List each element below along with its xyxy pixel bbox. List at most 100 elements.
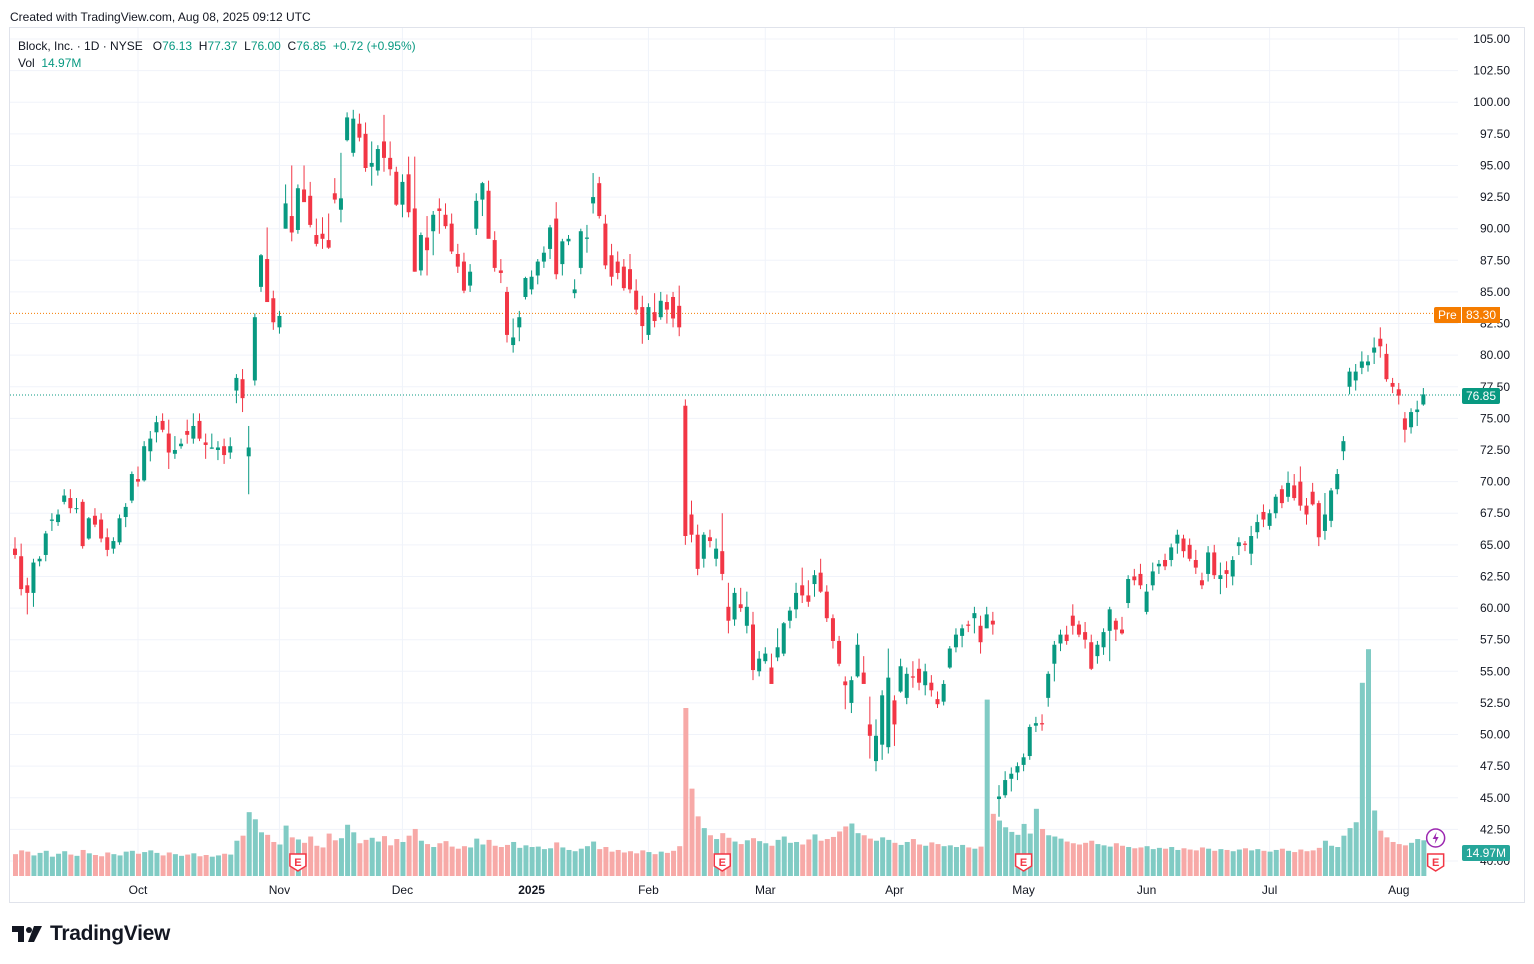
time-tick-label: Oct: [129, 883, 148, 897]
candle: [621, 259, 626, 291]
volume-bar: [511, 841, 517, 876]
candle: [966, 620, 971, 633]
candle-body: [1230, 560, 1235, 577]
candle-body: [1372, 347, 1377, 353]
candle: [1372, 337, 1377, 365]
candle: [1027, 724, 1032, 760]
candle: [160, 413, 165, 433]
candle: [572, 279, 577, 299]
volume-bar: [1273, 849, 1279, 876]
candle: [689, 500, 694, 543]
volume-bar: [787, 842, 793, 876]
candle-body: [31, 562, 36, 593]
candle: [222, 438, 227, 464]
candle-body: [1040, 723, 1045, 725]
volume-bar: [615, 849, 621, 876]
candle-body: [800, 585, 805, 596]
candle-body: [701, 534, 706, 559]
time-axis: Oct Nov Dec 2025 Feb Mar Apr May Jun Jul Aug: [129, 883, 1410, 897]
candle: [13, 537, 17, 559]
candle-body: [849, 680, 854, 703]
candle: [1033, 716, 1038, 733]
volume-bar: [1163, 848, 1169, 876]
candle: [302, 165, 307, 203]
volume-bar: [185, 854, 191, 876]
candle: [480, 181, 485, 217]
candle-body: [1366, 361, 1370, 366]
candle-body: [904, 673, 909, 698]
candle-body: [1015, 766, 1020, 773]
low-value: 76.00: [250, 39, 281, 53]
candle-body: [664, 302, 669, 310]
time-tick-label: Jul: [1262, 883, 1277, 897]
candle-body: [517, 317, 522, 328]
candle: [172, 436, 177, 459]
volume-bar: [277, 844, 283, 876]
candle: [80, 499, 85, 549]
chart-frame[interactable]: [9, 27, 1525, 903]
volume-bar: [640, 850, 646, 876]
candle: [375, 145, 380, 176]
candle-body: [468, 271, 473, 286]
volume-bar: [1366, 649, 1371, 876]
candle-body: [1279, 489, 1284, 504]
volume-bar: [960, 844, 966, 876]
candle-body: [1193, 560, 1198, 568]
candle: [369, 141, 374, 186]
volume-bar: [541, 849, 547, 876]
candle-body: [351, 118, 356, 153]
candle: [382, 114, 386, 172]
candle-body: [1236, 542, 1241, 547]
tradingview-logo[interactable]: TradingView: [12, 922, 170, 946]
candle: [1224, 561, 1229, 588]
volume-bar: [1292, 852, 1298, 876]
candle-body: [480, 183, 485, 200]
candle-body: [431, 214, 436, 232]
volume-bar: [123, 851, 129, 876]
candle-body: [732, 592, 737, 620]
candle-body: [92, 515, 97, 525]
volume-bar: [806, 839, 812, 876]
candle-body: [1341, 441, 1346, 452]
candle-body: [1144, 591, 1149, 612]
candle-body: [1322, 514, 1327, 531]
volume-bar: [535, 846, 541, 876]
candle: [1095, 640, 1100, 664]
candle-body: [1415, 409, 1420, 413]
candle-body: [806, 595, 811, 602]
price-tick-label: 52.50: [1480, 696, 1510, 710]
volume-bar: [830, 836, 836, 876]
candle: [541, 246, 546, 268]
candle-body: [302, 189, 307, 203]
candle-body: [394, 171, 399, 205]
candle: [400, 174, 405, 218]
volume-bar: [1298, 849, 1304, 876]
volume-bar: [523, 845, 529, 876]
candle-body: [209, 447, 214, 449]
candle: [1138, 563, 1143, 590]
volume-label[interactable]: Vol: [18, 56, 35, 70]
candle-body: [1126, 578, 1131, 604]
volume-bar: [751, 838, 756, 876]
candle: [886, 648, 891, 754]
candle-body: [1249, 535, 1254, 554]
candle-body: [953, 634, 958, 648]
candle-body: [621, 266, 626, 289]
candle-body: [461, 261, 466, 291]
symbol-title[interactable]: Block, Inc. · 1D · NYSE: [18, 39, 143, 53]
volume-bar: [1335, 847, 1341, 876]
volume-bar: [1218, 849, 1224, 876]
legend-volume-row: Vol 14.97M: [18, 55, 416, 72]
candle-body: [111, 541, 116, 549]
volume-bar: [1378, 830, 1384, 876]
volume-bar: [1359, 682, 1365, 876]
volume-bar: [1316, 847, 1322, 876]
price-tick-label: 47.50: [1480, 759, 1510, 773]
candle-body: [99, 519, 104, 539]
candle: [111, 537, 116, 554]
candle-body: [160, 420, 165, 430]
volume-bar: [1372, 810, 1378, 876]
earnings-marker: E: [713, 853, 731, 872]
time-tick-label: Mar: [755, 883, 776, 897]
